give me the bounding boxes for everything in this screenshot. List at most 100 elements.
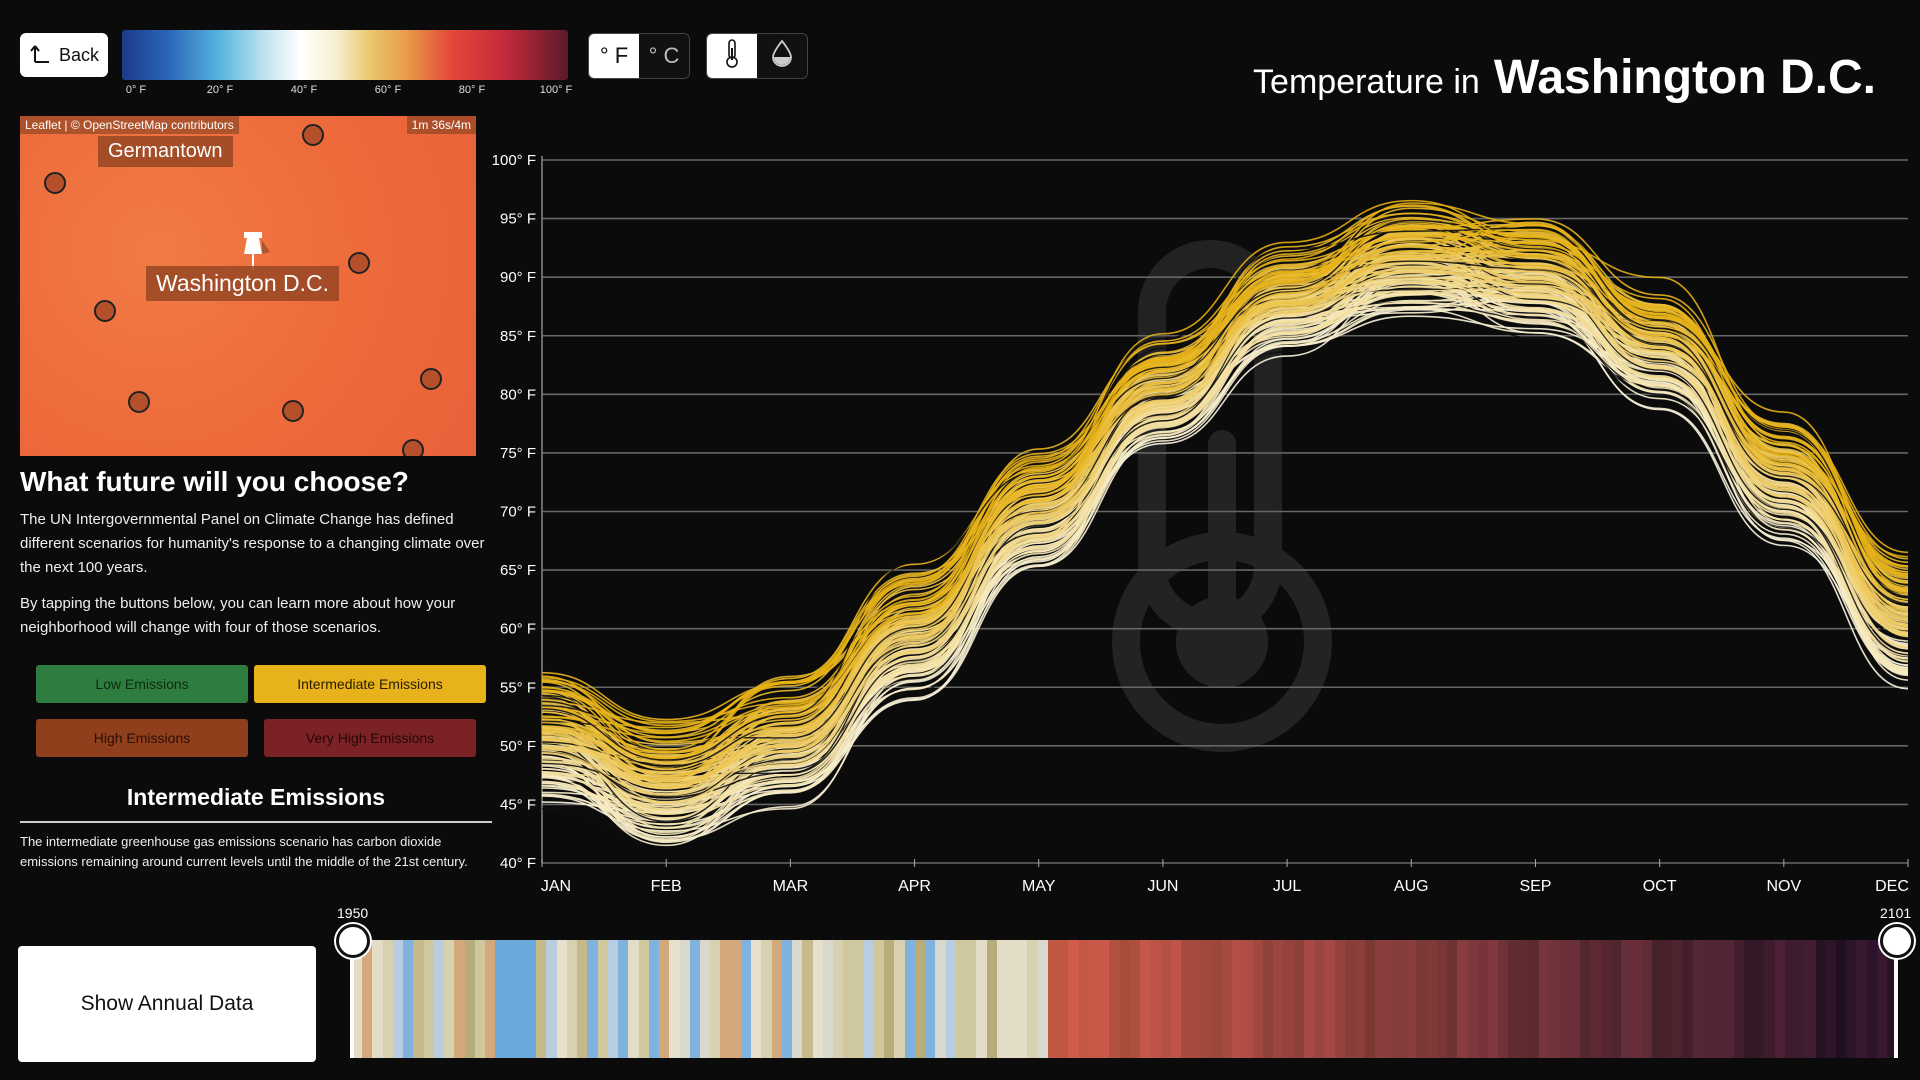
year-stripe [515, 940, 526, 1058]
humidity-mode-toggle[interactable] [757, 34, 807, 78]
y-tick-label: 100° F [492, 152, 536, 169]
year-stripe [904, 940, 915, 1058]
show-annual-data-button[interactable]: Show Annual Data [18, 946, 316, 1062]
scenario-button-low-emissions[interactable]: Low Emissions [36, 665, 248, 703]
fahrenheit-toggle[interactable]: ° F [589, 34, 639, 78]
scenario-intro-paragraph: The UN Intergovernmental Panel on Climat… [20, 511, 485, 576]
year-stripe [1641, 940, 1652, 1058]
y-tick-label: 95° F [500, 211, 536, 228]
year-stripe [812, 940, 823, 1058]
year-stripe [1672, 940, 1683, 1058]
year-stripe [1283, 940, 1294, 1058]
year-stripe [1733, 940, 1744, 1058]
year-stripe [1795, 940, 1806, 1058]
year-stripe [1129, 940, 1141, 1058]
year-stripe [628, 940, 639, 1058]
year-stripe [648, 940, 660, 1058]
year-stripe [1037, 940, 1048, 1058]
y-tick-label: 75° F [500, 445, 536, 462]
year-stripe [884, 940, 895, 1058]
year-stripe [925, 940, 936, 1058]
year-stripe [638, 940, 649, 1058]
year-stripe [1242, 940, 1253, 1058]
year-stripe [1211, 940, 1222, 1058]
yearly-temperature-line [541, 202, 1909, 733]
year-stripe [1805, 940, 1816, 1058]
weather-station-marker[interactable] [302, 124, 324, 146]
temperature-mode-toggle[interactable] [707, 34, 757, 78]
year-stripe [986, 940, 997, 1058]
x-tick-label: MAY [1022, 878, 1056, 895]
weather-station-marker[interactable] [282, 400, 304, 422]
y-tick-label: 40° F [500, 855, 536, 872]
map-attribution: Leaflet | © OpenStreetMap contributors [20, 116, 239, 134]
weather-station-marker[interactable] [44, 172, 66, 194]
year-stripe [1559, 940, 1570, 1058]
year-stripe [1743, 940, 1755, 1058]
celsius-toggle[interactable]: ° C [639, 34, 689, 78]
year-stripe [1477, 940, 1489, 1058]
back-button[interactable]: Back [20, 33, 108, 77]
year-stripe [1385, 940, 1396, 1058]
year-stripe [1150, 940, 1161, 1058]
x-tick-label: FEB [651, 878, 682, 895]
x-tick-label: OCT [1643, 878, 1677, 895]
timeline-end-handle[interactable] [1880, 924, 1914, 958]
year-stripe [1682, 940, 1693, 1058]
scenario-button-high-emissions[interactable]: High Emissions [36, 719, 248, 757]
timeline-start-handle[interactable] [336, 924, 370, 958]
weather-station-marker[interactable] [348, 252, 370, 274]
year-stripe [1232, 940, 1243, 1058]
year-stripe [505, 940, 516, 1058]
year-stripe [935, 940, 946, 1058]
year-stripe [659, 940, 670, 1058]
year-stripe [1539, 940, 1550, 1058]
year-stripe [392, 940, 404, 1058]
weather-station-marker[interactable] [420, 368, 442, 390]
x-tick-label: JUN [1147, 878, 1178, 895]
year-stripe [699, 940, 711, 1058]
title-city: Washington D.C. [1493, 51, 1876, 104]
weather-station-marker[interactable] [94, 300, 116, 322]
year-stripe [771, 940, 782, 1058]
year-stripe [843, 940, 854, 1058]
year-stripe [1784, 940, 1796, 1058]
year-stripe [1068, 940, 1079, 1058]
climate-stripes-timeline[interactable] [352, 940, 1898, 1058]
mode-toggle [706, 33, 808, 79]
year-stripe [1416, 940, 1427, 1058]
timeline-range-line-end [1894, 938, 1898, 1058]
year-stripe [362, 940, 373, 1058]
yearly-temperature-line [541, 204, 1909, 751]
temperature-color-legend [122, 30, 568, 80]
year-stripe [710, 940, 721, 1058]
year-stripe [1436, 940, 1448, 1058]
x-tick-label: JAN [541, 878, 571, 895]
year-stripe [1590, 940, 1601, 1058]
year-stripe [1375, 940, 1386, 1058]
year-stripe [566, 940, 578, 1058]
year-stripe [873, 940, 885, 1058]
year-stripe [1610, 940, 1622, 1058]
year-stripe [1324, 940, 1335, 1058]
scenario-button-very-high-emissions[interactable]: Very High Emissions [264, 719, 476, 757]
year-stripe [1631, 940, 1642, 1058]
year-stripe [822, 940, 834, 1058]
selected-scenario-title: Intermediate Emissions [20, 784, 492, 823]
year-stripe [444, 940, 455, 1058]
year-stripe [1702, 940, 1714, 1058]
year-stripe [1047, 940, 1059, 1058]
year-stripe [618, 940, 629, 1058]
scenario-button-intermediate-emissions[interactable]: Intermediate Emissions [254, 665, 486, 703]
year-stripe [1692, 940, 1703, 1058]
page-title: Temperature in Washington D.C. [1253, 50, 1876, 105]
weather-station-marker[interactable] [128, 391, 150, 413]
title-prefix: Temperature in [1253, 63, 1480, 101]
water-drop-icon [770, 39, 794, 73]
weather-station-marker[interactable] [402, 439, 424, 456]
year-stripe [730, 940, 741, 1058]
y-tick-label: 45° F [500, 796, 536, 813]
year-stripe [1528, 940, 1540, 1058]
location-map[interactable]: Leaflet | © OpenStreetMap contributors 1… [20, 116, 476, 456]
map-label-washington: Washington D.C. [146, 266, 339, 301]
